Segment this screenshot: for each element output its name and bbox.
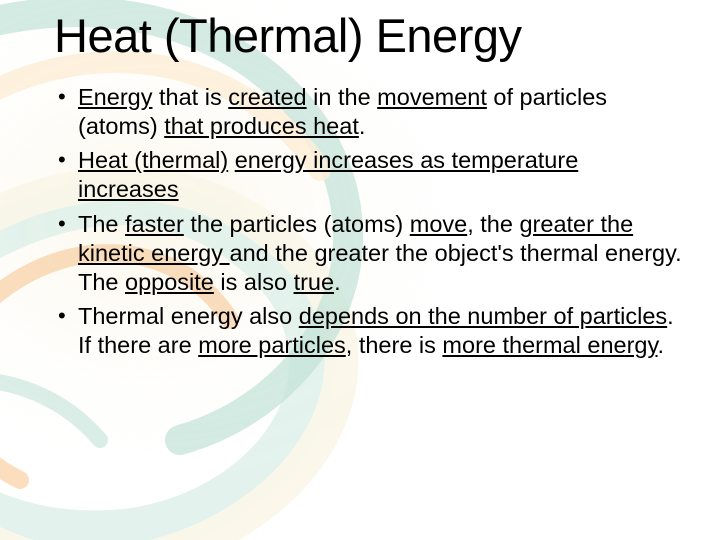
text-segment: move [410, 211, 467, 237]
text-segment: true [294, 269, 335, 295]
text-segment: movement [377, 84, 487, 110]
text-segment: created [228, 84, 306, 110]
text-segment: faster [125, 211, 184, 237]
text-segment: . [658, 332, 665, 358]
text-segment: more particles [198, 332, 346, 358]
text-segment: , the [467, 211, 519, 237]
text-segment: depends on the number of particles [299, 303, 667, 329]
text-segment: in the [307, 84, 378, 110]
text-segment: and the greater the object's thermal ene… [230, 240, 676, 266]
text-segment: . [334, 269, 341, 295]
bullet-list: Energy that is created in the movement o… [36, 83, 684, 360]
text-segment: Energy [78, 84, 152, 110]
bullet-item: Heat (thermal) energy increases as tempe… [58, 146, 684, 204]
text-segment: . [359, 113, 366, 139]
text-segment: that produces heat [164, 113, 359, 139]
text-segment: The [78, 211, 125, 237]
text-segment: more thermal energy [442, 332, 657, 358]
text-segment: the particles (atoms) [184, 211, 410, 237]
text-segment: is also [214, 269, 294, 295]
bullet-item: Energy that is created in the movement o… [58, 83, 684, 141]
bullet-item: Thermal energy also depends on the numbe… [58, 302, 684, 360]
text-segment: Thermal energy also [78, 303, 299, 329]
bullet-item: The faster the particles (atoms) move, t… [58, 210, 684, 297]
slide: Heat (Thermal) Energy Energy that is cre… [0, 0, 720, 540]
slide-title: Heat (Thermal) Energy [54, 8, 684, 63]
text-segment: Heat (thermal) [78, 147, 228, 173]
text-segment: opposite [125, 269, 214, 295]
text-segment: , there is [346, 332, 443, 358]
text-segment: that is [152, 84, 228, 110]
